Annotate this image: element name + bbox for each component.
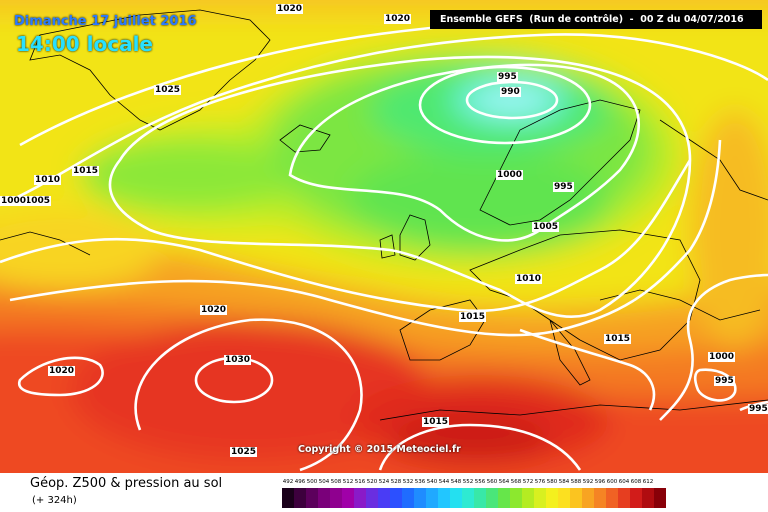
isobar-label: 1015 — [422, 417, 450, 427]
run-info-banner: Ensemble GEFS (Run de contrôle) - 00 Z d… — [430, 10, 762, 29]
scale-tick-label: 592 — [582, 479, 594, 485]
scale-color-swatch — [438, 488, 450, 508]
scale-tick-label: 536 — [414, 479, 426, 485]
scale-tick-label: 548 — [450, 479, 462, 485]
forecast-time: 14:00 locale — [16, 32, 153, 56]
isobar-label: 1000 — [0, 196, 28, 206]
scale-color-swatch — [558, 488, 570, 508]
scale-color-swatch — [606, 488, 618, 508]
scale-color-swatch — [654, 488, 666, 508]
scale-color-swatch — [534, 488, 546, 508]
scale-color-swatch — [342, 488, 354, 508]
scale-tick-label: 532 — [402, 479, 414, 485]
isobar-label: 1010 — [34, 175, 62, 185]
isobar-label: 1005 — [24, 196, 52, 206]
scale-tick-label: 524 — [378, 479, 390, 485]
isobar-label: 1000 — [708, 352, 736, 362]
isobar-label: 1005 — [532, 222, 560, 232]
isobar-label: 995 — [553, 182, 574, 192]
scale-tick-label: 596 — [594, 479, 606, 485]
scale-tick-label: 520 — [366, 479, 378, 485]
scale-color-swatch — [306, 488, 318, 508]
scale-tick-label: 608 — [630, 479, 642, 485]
scale-tick-label: 512 — [342, 479, 354, 485]
isobar-label: 995 — [748, 404, 768, 414]
isobar-label: 1000 — [496, 170, 524, 180]
scale-color-swatch — [414, 488, 426, 508]
isobar-label: 1020 — [384, 14, 412, 24]
scale-tick-label: 568 — [510, 479, 522, 485]
isobar-label: 1015 — [459, 312, 487, 322]
isobar-label: 1020 — [48, 366, 76, 376]
scale-color-swatch — [510, 488, 522, 508]
map-title: Géop. Z500 & pression au sol — [30, 476, 223, 491]
scale-color-swatch — [594, 488, 606, 508]
scale-color-swatch — [522, 488, 534, 508]
scale-color-swatch — [330, 488, 342, 508]
scale-color-swatch — [582, 488, 594, 508]
scale-color-swatch — [402, 488, 414, 508]
scale-tick-label: 564 — [498, 479, 510, 485]
isobar-label: 1020 — [276, 4, 304, 14]
scale-color-swatch — [642, 488, 654, 508]
scale-tick-label: 580 — [546, 479, 558, 485]
scale-tick-label: 572 — [522, 479, 534, 485]
scale-tick-label: 500 — [306, 479, 318, 485]
scale-color-swatch — [390, 488, 402, 508]
scale-color-swatch — [294, 488, 306, 508]
forecast-date: Dimanche 17 juillet 2016 — [14, 14, 197, 29]
scale-tick-label: 544 — [438, 479, 450, 485]
forecast-lead-time: (+ 324h) — [32, 495, 77, 506]
scale-color-swatch — [486, 488, 498, 508]
scale-tick-label: 556 — [474, 479, 486, 485]
scale-color-swatch — [474, 488, 486, 508]
scale-tick-labels: 492 496 500 504 508 512 516 520 524 528 532 536 540 5… — [282, 479, 762, 485]
isobar-label: 995 — [714, 376, 735, 386]
legend-footer: Géop. Z500 & pression au sol (+ 324h) 49… — [0, 473, 768, 512]
scale-color-swatch — [282, 488, 294, 508]
scale-tick-label: 496 — [294, 479, 306, 485]
scale-tick-label: 588 — [570, 479, 582, 485]
scale-tick-label: 604 — [618, 479, 630, 485]
copyright-notice: Copyright © 2015 Meteociel.fr — [298, 444, 461, 455]
scale-color-swatch — [450, 488, 462, 508]
scale-color-swatch — [630, 488, 642, 508]
scale-color-swatch — [498, 488, 510, 508]
scale-tick-label: 560 — [486, 479, 498, 485]
scale-color-swatch — [354, 488, 366, 508]
isobar-label: 1030 — [224, 355, 252, 365]
isobar-label: 990 — [500, 87, 521, 97]
scale-color-swatch — [618, 488, 630, 508]
scale-color-bar — [282, 488, 762, 508]
isobar-label: 1015 — [604, 334, 632, 344]
scale-tick-label: 516 — [354, 479, 366, 485]
isobar-label: 1025 — [230, 447, 258, 457]
scale-color-swatch — [426, 488, 438, 508]
scale-tick-label: 508 — [330, 479, 342, 485]
isobar-label: 1025 — [154, 85, 182, 95]
scale-tick-label: 600 — [606, 479, 618, 485]
isobar-label: 1015 — [72, 166, 100, 176]
scale-color-swatch — [570, 488, 582, 508]
scale-color-swatch — [462, 488, 474, 508]
scale-color-swatch — [318, 488, 330, 508]
isobars — [0, 16, 768, 472]
isobar-label: 1010 — [515, 274, 543, 284]
scale-color-swatch — [366, 488, 378, 508]
weather-map: Dimanche 17 juillet 2016 14:00 locale En… — [0, 0, 768, 473]
scale-color-swatch — [546, 488, 558, 508]
scale-tick-label: 576 — [534, 479, 546, 485]
isobar-label: 995 — [497, 72, 518, 82]
scale-tick-label: 540 — [426, 479, 438, 485]
isobar-label: 1020 — [200, 305, 228, 315]
scale-tick-label: 492 — [282, 479, 294, 485]
geopotential-color-scale: 492 496 500 504 508 512 516 520 524 528 532 536 540 5… — [282, 479, 762, 511]
scale-tick-label: 504 — [318, 479, 330, 485]
scale-tick-label: 584 — [558, 479, 570, 485]
scale-tick-label: 528 — [390, 479, 402, 485]
geopotential-field — [0, 0, 768, 473]
scale-tick-label: 552 — [462, 479, 474, 485]
scale-tick-label: 612 — [642, 479, 654, 485]
scale-color-swatch — [378, 488, 390, 508]
